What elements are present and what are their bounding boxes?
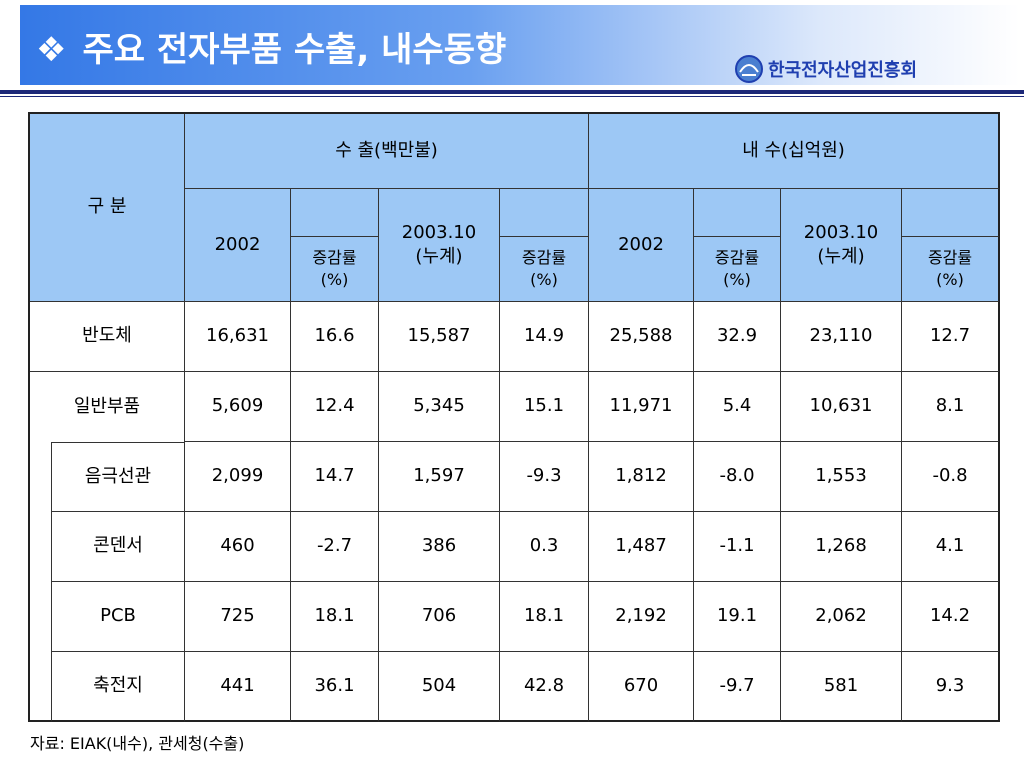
table-cell: 16.6 xyxy=(291,302,379,372)
table-cell: 1,268 xyxy=(781,512,903,582)
table-cell: -9.3 xyxy=(500,442,590,512)
row-label: 일반부품 xyxy=(30,372,185,442)
table-cell: 32.9 xyxy=(694,302,782,372)
logo-text: 한국전자산업진흥회 xyxy=(768,60,918,81)
table-cell: 18.1 xyxy=(291,582,379,652)
table-row: 증감률 (%) 증감률 (%) 증감률 (%) 증감률 (%) xyxy=(30,237,1001,302)
table-row: 일반부품 5,609 12.4 5,345 15.1 11,971 5.4 10,631 8.1 xyxy=(30,372,1001,442)
header-cell: 증감률 (%) xyxy=(500,237,590,302)
table-cell: 42.8 xyxy=(500,652,590,722)
table-cell: 12.7 xyxy=(902,302,1001,372)
table-cell: 5.4 xyxy=(694,372,782,442)
table-row: 콘덴서 460 -2.7 386 0.3 1,487 -1.1 1,268 4.1 xyxy=(30,512,1001,582)
table-cell: 11,971 xyxy=(589,372,695,442)
table-cell: -2.7 xyxy=(291,512,379,582)
table-cell: 15.1 xyxy=(500,372,590,442)
row-label: 콘덴서 xyxy=(52,512,185,582)
table-row: 음극선관 2,099 14.7 1,597 -9.3 1,812 -8.0 1,553 -0.8 xyxy=(30,442,1001,722)
row-label: 음극선관 xyxy=(52,442,185,512)
table-cell: 5,345 xyxy=(379,372,500,442)
table-cell: 5,609 xyxy=(185,372,291,442)
table-cell: 2,062 xyxy=(781,582,903,652)
header-cell: 증감률 (%) xyxy=(291,237,379,302)
table-row: 2002 2003.10 (누계) 2002 2003.10 (누계) xyxy=(30,189,1001,302)
rule xyxy=(0,90,1024,94)
rule xyxy=(0,96,1024,97)
table-cell: 9.3 xyxy=(902,652,1001,722)
indent-cell xyxy=(30,442,52,722)
table-cell: 1,487 xyxy=(589,512,695,582)
table-cell: 8.1 xyxy=(902,372,1001,442)
table-cell: 670 xyxy=(589,652,695,722)
table-cell: 14.9 xyxy=(500,302,590,372)
table-cell: 2,099 xyxy=(185,442,291,512)
header-cell: 구 분 xyxy=(30,114,185,302)
table-cell: -0.8 xyxy=(902,442,1001,512)
header-cell: 2003.10 (누계) xyxy=(781,189,903,302)
table-cell: 504 xyxy=(379,652,500,722)
table-cell: -1.1 xyxy=(694,512,782,582)
slide-title: ❖ 주요 전자부품 수출, 내수동향 xyxy=(36,22,522,71)
table-cell: 0.3 xyxy=(500,512,590,582)
table-cell: 386 xyxy=(379,512,500,582)
table-cell: -9.7 xyxy=(694,652,782,722)
table-cell: 725 xyxy=(185,582,291,652)
logo: 한국전자산업진흥회 xyxy=(734,54,917,84)
logo-icon xyxy=(735,55,763,83)
table-cell: 1,812 xyxy=(589,442,695,512)
header-cell xyxy=(500,189,590,237)
header-cell: 수 출(백만불) xyxy=(185,114,590,189)
row-label: 축전지 xyxy=(52,652,185,722)
table-cell: -8.0 xyxy=(694,442,782,512)
table-cell: 23,110 xyxy=(781,302,903,372)
source-note: 자료: EIAK(내수), 관세청(수출) xyxy=(30,734,245,753)
header-cell: 2002 xyxy=(589,189,695,302)
table-cell: 1,553 xyxy=(781,442,903,512)
table-cell: 14.2 xyxy=(902,582,1001,652)
table-cell: 15,587 xyxy=(379,302,500,372)
row-label: 반도체 xyxy=(30,302,185,372)
table-cell: 4.1 xyxy=(902,512,1001,582)
table-row: PCB 725 18.1 706 18.1 2,192 19.1 2,062 14.2 xyxy=(30,582,1001,652)
table-cell: 25,588 xyxy=(589,302,695,372)
table-cell: 460 xyxy=(185,512,291,582)
title-bar xyxy=(20,5,1020,85)
table-row: 반도체 16,631 16.6 15,587 14.9 25,588 32.9 23,110 1… xyxy=(30,302,1001,372)
header-cell: 증감률 (%) xyxy=(694,237,782,302)
table-cell: 18.1 xyxy=(500,582,590,652)
table-cell: 14.7 xyxy=(291,442,379,512)
bullet: ❖ xyxy=(36,30,67,70)
header-cell: 2003.10 (누계) xyxy=(379,189,500,302)
header-cell: 내 수(십억원) xyxy=(589,114,1001,189)
header-cell: 증감률 (%) xyxy=(902,237,1001,302)
header-cell xyxy=(694,189,782,237)
table-cell: 19.1 xyxy=(694,582,782,652)
table-cell: 12.4 xyxy=(291,372,379,442)
table-cell: 581 xyxy=(781,652,903,722)
table-cell: 36.1 xyxy=(291,652,379,722)
header-cell xyxy=(291,189,379,237)
table-row: 축전지 441 36.1 504 42.8 670 -9.7 581 9.3 xyxy=(30,652,1001,722)
row-label: PCB xyxy=(52,582,185,652)
table-cell: 10,631 xyxy=(781,372,903,442)
table-cell: 2,192 xyxy=(589,582,695,652)
table-cell: 441 xyxy=(185,652,291,722)
table-cell: 16,631 xyxy=(185,302,291,372)
header-cell xyxy=(902,189,1001,237)
table-cell: 1,597 xyxy=(379,442,500,512)
header-cell: 2002 xyxy=(185,189,291,302)
table-cell: 706 xyxy=(379,582,500,652)
title-text: 주요 전자부품 수출, 내수동향 xyxy=(82,30,507,70)
